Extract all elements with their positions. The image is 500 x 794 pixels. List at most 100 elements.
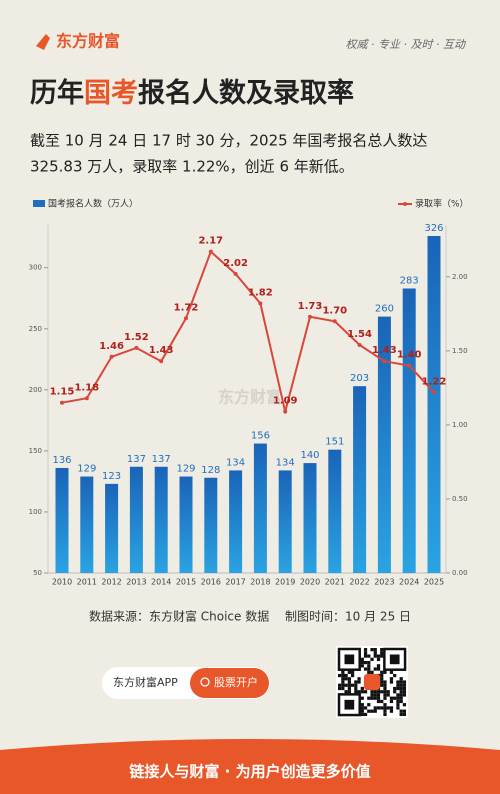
bar [204, 477, 218, 573]
rate-label: 1.70 [322, 305, 347, 316]
bar [427, 235, 441, 573]
qr-module [396, 706, 400, 710]
qr-module [367, 696, 371, 700]
rate-point [84, 396, 89, 401]
qr-module [370, 709, 374, 713]
qr-module [380, 654, 384, 658]
qr-module [363, 690, 368, 694]
qr-module [367, 703, 371, 707]
qr-module [383, 670, 387, 674]
rate-label: 1.52 [124, 332, 149, 343]
title-part: 历年 [30, 77, 84, 109]
subtitle: 截至 10 月 24 日 17 时 30 分，2025 年国考报名总人数达 [30, 132, 427, 150]
x-tick-label: 2025 [424, 578, 444, 587]
qr-module [380, 683, 384, 687]
qr-module [389, 670, 394, 674]
rate-point [159, 359, 164, 364]
qr-module [376, 693, 381, 697]
qr-module [376, 699, 381, 704]
bar [229, 470, 243, 573]
title: 历年国考报名人数及录取率 [30, 77, 354, 109]
qr-module [344, 683, 348, 687]
legend-swatch [403, 202, 407, 206]
x-tick-label: 2020 [300, 578, 320, 587]
qr-finder [344, 699, 355, 710]
qr-module [350, 673, 355, 678]
qr-module [373, 648, 377, 652]
qr-module [373, 690, 377, 694]
qr-module [354, 686, 358, 691]
qr-module [396, 686, 400, 691]
bar-label: 137 [127, 454, 146, 465]
y-tick-label: 50 [33, 569, 42, 577]
qr-module [383, 683, 387, 687]
y2-tick-label: 0.50 [452, 495, 468, 503]
qr-module [341, 673, 345, 678]
qr-module [373, 706, 377, 710]
qr-module [360, 690, 364, 694]
qr-module [386, 706, 390, 710]
logo-icon [36, 34, 50, 50]
qr-module [376, 706, 381, 710]
y-tick-label: 300 [29, 264, 42, 272]
y2-tick-label: 1.50 [452, 347, 468, 355]
bar-label: 156 [251, 431, 270, 442]
qr-module [399, 712, 403, 717]
qr-module [370, 657, 374, 661]
qr-module [376, 667, 381, 671]
x-tick-label: 2019 [275, 578, 295, 587]
logo: 东方财富 [56, 32, 120, 51]
qr-module [360, 686, 364, 691]
bar [154, 466, 168, 573]
qr-module [389, 677, 394, 681]
bar-label: 128 [201, 465, 220, 476]
qr-module [344, 673, 348, 678]
qr-module [347, 686, 351, 691]
qr-module [373, 696, 377, 700]
qr-module [363, 648, 368, 652]
x-tick-label: 2021 [325, 578, 345, 587]
x-tick-label: 2010 [52, 578, 72, 587]
open-account-button[interactable] [190, 668, 269, 698]
rate-point [382, 359, 387, 364]
qr-module [370, 693, 374, 697]
qr-module [350, 683, 355, 687]
qr-module [402, 703, 407, 707]
bar-label: 129 [176, 464, 195, 475]
bar [253, 443, 267, 573]
x-tick-label: 2013 [126, 578, 146, 587]
qr-module [354, 683, 358, 687]
qr-module [360, 706, 364, 710]
qr-finder [383, 647, 407, 671]
qr-module [402, 709, 407, 713]
bar-label: 134 [226, 457, 245, 468]
rate-label: 1.54 [347, 329, 372, 340]
qr-module [360, 696, 364, 700]
y2-tick-label: 0.00 [452, 569, 468, 577]
bar-label: 326 [424, 223, 443, 234]
rate-point [283, 409, 288, 414]
qr-module [383, 703, 387, 707]
bar [80, 476, 94, 573]
qr-module [360, 712, 364, 717]
qr-module [389, 696, 394, 700]
qr-module [380, 670, 384, 674]
qr-code [336, 646, 408, 718]
footer-text: 链接人与财富 · 为用户创造更多价值 [129, 763, 370, 781]
bar [328, 449, 342, 573]
qr-logo [364, 674, 380, 690]
x-tick-label: 2011 [77, 578, 97, 587]
qr-module [402, 693, 407, 697]
rate-point [332, 319, 337, 324]
qr-module [360, 657, 364, 661]
x-tick-label: 2023 [374, 578, 394, 587]
qr-module [373, 654, 377, 658]
rate-point [184, 316, 188, 321]
qr-module [360, 664, 364, 668]
x-tick-label: 2017 [225, 578, 245, 587]
qr-module [341, 680, 345, 684]
watermark: 东方财富 [218, 388, 282, 407]
bar-label: 203 [350, 373, 369, 384]
qr-module [396, 680, 400, 684]
